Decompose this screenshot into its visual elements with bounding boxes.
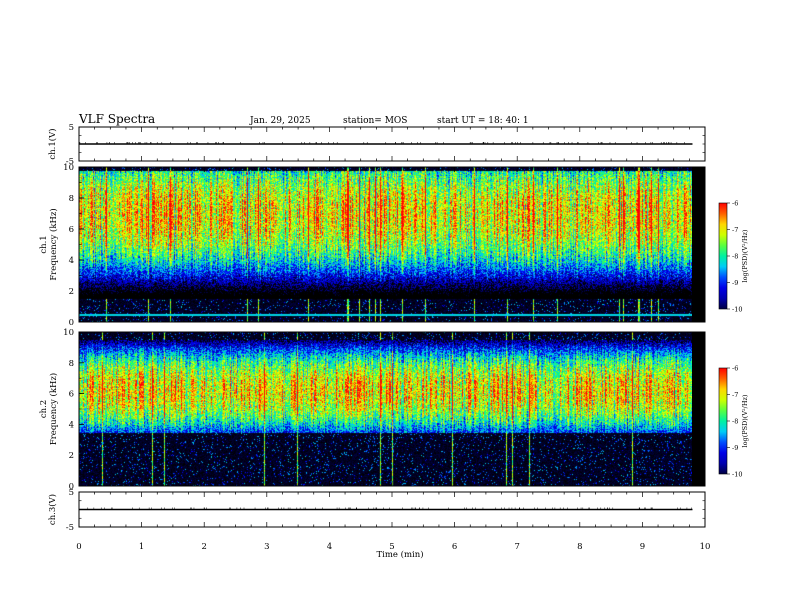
colorbar-label: log(PSD)(V²/Hz) bbox=[741, 229, 749, 282]
panel-ch3-waveform: 5 -5 ch.3(V) bbox=[47, 488, 706, 533]
header-station: station= MOS bbox=[343, 116, 407, 126]
x-axis-label: Time (min) bbox=[376, 549, 423, 560]
colorbar-tick-label: -7 bbox=[732, 391, 738, 399]
colorbar-tick-label: -8 bbox=[732, 418, 738, 426]
colorbar-tick-label: -7 bbox=[732, 226, 738, 234]
header-start-time: start UT = 18: 40: 1 bbox=[437, 116, 529, 126]
x-tick-label: 9 bbox=[640, 542, 645, 552]
y-tick-label: 6 bbox=[69, 390, 74, 400]
y-tick-label: 5 bbox=[69, 488, 74, 498]
colorbar-tick-label: -10 bbox=[732, 306, 742, 314]
x-tick-label: 2 bbox=[201, 542, 206, 552]
x-tick-label: 8 bbox=[577, 542, 582, 552]
y-tick-label: -5 bbox=[66, 157, 74, 167]
y-tick-label: 2 bbox=[69, 287, 74, 297]
x-tick-label: 3 bbox=[264, 542, 269, 552]
colorbar-tick-label: -9 bbox=[732, 279, 738, 287]
colorbar-tick-label: -8 bbox=[732, 253, 738, 261]
y-axis-label: ch.2Frequency (kHz) bbox=[39, 373, 59, 445]
colorbar-tick-label: -10 bbox=[732, 471, 742, 479]
x-tick-label: 10 bbox=[700, 542, 711, 552]
y-tick-label: 0 bbox=[69, 318, 74, 328]
y-tick-label: 2 bbox=[69, 451, 74, 461]
y-tick-label: 10 bbox=[63, 163, 74, 173]
x-tick-label: 0 bbox=[76, 542, 81, 552]
x-tick-label: 7 bbox=[514, 542, 519, 552]
y-tick-label: 5 bbox=[69, 123, 74, 133]
y-axis-label: ch.1(V) bbox=[47, 128, 58, 159]
colorbar bbox=[718, 202, 728, 310]
panels-layer: 5 -5 ch.1(V) -6 -7 -8 -9 -10 log(PSD)(V²/Hz) 0 2 4 6… bbox=[39, 123, 749, 533]
spectrogram-image bbox=[79, 332, 692, 486]
y-tick-label: -5 bbox=[66, 523, 74, 533]
y-axis-label: ch.3(V) bbox=[47, 494, 58, 525]
header-date: Jan. 29, 2025 bbox=[249, 116, 311, 126]
y-tick-label: 10 bbox=[63, 328, 74, 338]
x-tick-label: 5 bbox=[389, 542, 394, 552]
x-axis: 0 1 2 3 4 5 6 7 8 9 10 bbox=[76, 542, 710, 552]
y-tick-label: 6 bbox=[69, 225, 74, 235]
x-tick-label: 1 bbox=[139, 542, 144, 552]
y-tick-label: 4 bbox=[69, 420, 74, 430]
colorbar-tick-label: -9 bbox=[732, 444, 738, 452]
panel-ch2-spectrogram: -6 -7 -8 -9 -10 log(PSD)(V²/Hz) 0 2 4 6 8 10 ch.2Fre… bbox=[39, 328, 749, 492]
colorbar-tick-label: -6 bbox=[732, 200, 738, 208]
y-tick-label: 4 bbox=[69, 256, 74, 266]
panel-ch1-spectrogram: -6 -7 -8 -9 -10 log(PSD)(V²/Hz) 0 2 4 6 8 10 ch.1Fre… bbox=[39, 163, 749, 328]
colorbar-label: log(PSD)(V²/Hz) bbox=[741, 394, 749, 447]
spectrogram-image bbox=[79, 167, 692, 322]
colorbar-tick-label: -6 bbox=[732, 365, 738, 373]
panel-ch1-waveform: 5 -5 ch.1(V) bbox=[47, 123, 706, 167]
x-tick-label: 6 bbox=[452, 542, 457, 552]
chart-title: VLF Spectra bbox=[78, 112, 155, 126]
y-tick-label: 8 bbox=[69, 359, 74, 369]
y-tick-label: 8 bbox=[69, 194, 74, 204]
colorbar bbox=[718, 367, 728, 475]
x-tick-label: 4 bbox=[327, 542, 332, 552]
y-axis-label: ch.1Frequency (kHz) bbox=[39, 208, 59, 280]
y-tick-label: 0 bbox=[69, 482, 74, 492]
